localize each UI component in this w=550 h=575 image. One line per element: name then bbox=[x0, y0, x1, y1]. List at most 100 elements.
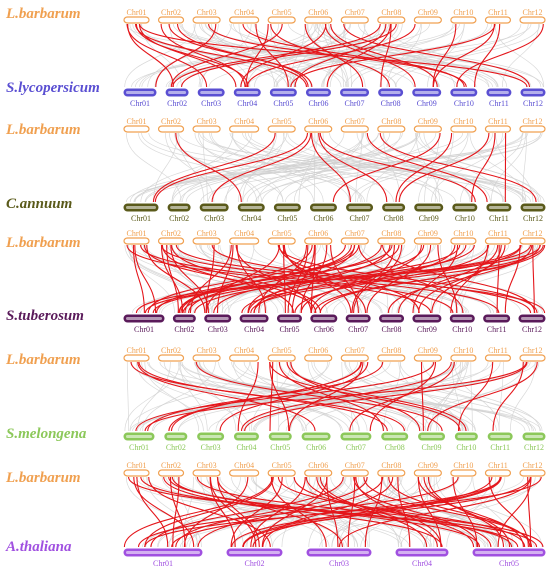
chromosome-bar bbox=[229, 237, 260, 245]
chromosome-label: Chr12 bbox=[523, 229, 543, 238]
chromosome-bar bbox=[377, 469, 406, 477]
background-link bbox=[344, 23, 352, 88]
chromosome-label: Chr02 bbox=[161, 461, 181, 470]
chromosome-bar bbox=[123, 16, 150, 24]
chromosome-label: Chr09 bbox=[417, 325, 437, 334]
chromosome-label: Chr03 bbox=[201, 99, 221, 108]
syntenic-link bbox=[242, 476, 531, 548]
syntenic-link bbox=[366, 132, 488, 203]
syntenic-link bbox=[245, 23, 269, 88]
chromosome-label: Chr07 bbox=[350, 214, 370, 223]
syntenic-link bbox=[163, 476, 443, 548]
chromosome-label: Chr03 bbox=[197, 461, 217, 470]
syntenic-link bbox=[379, 132, 537, 203]
syntenic-link bbox=[152, 132, 276, 203]
chromosome-bar bbox=[450, 16, 477, 24]
syntenic-link bbox=[240, 23, 327, 88]
background-link bbox=[276, 132, 401, 203]
syntenic-link bbox=[183, 476, 249, 548]
species-label: L.barbarum bbox=[5, 352, 81, 368]
syntenic-link bbox=[170, 244, 210, 314]
chromosome-bar-highlight bbox=[414, 91, 439, 94]
syntenic-link bbox=[126, 23, 208, 88]
chromosome-bar bbox=[450, 354, 477, 362]
chromosome-bar-highlight bbox=[490, 435, 511, 438]
background-link bbox=[288, 23, 544, 88]
chromosome-bar-highlight bbox=[309, 551, 369, 554]
chromosome-label: Chr12 bbox=[523, 214, 543, 223]
chromosome-bar bbox=[267, 354, 296, 362]
chromosome-bar bbox=[519, 237, 546, 245]
chromosome-label: Chr04 bbox=[412, 559, 432, 568]
syntenic-link bbox=[230, 476, 283, 548]
background-link bbox=[125, 476, 199, 548]
chromosome-bar bbox=[450, 125, 477, 133]
chromosome-label: Chr05 bbox=[273, 99, 293, 108]
chromosome-label: Chr05 bbox=[272, 346, 292, 355]
background-link bbox=[469, 132, 527, 203]
background-link bbox=[255, 361, 489, 432]
background-link bbox=[430, 361, 526, 432]
syntenic-link bbox=[244, 361, 528, 432]
syntenic-link bbox=[135, 361, 435, 432]
background-link bbox=[163, 361, 305, 432]
chromosome-label: Chr11 bbox=[488, 346, 508, 355]
chromosome-label: Chr09 bbox=[418, 229, 438, 238]
chromosome-label: Chr12 bbox=[523, 8, 543, 17]
background-link bbox=[293, 132, 364, 203]
syntenic-link bbox=[147, 244, 346, 314]
background-link bbox=[171, 132, 234, 203]
chromosome-label: Chr08 bbox=[381, 8, 401, 17]
chromosome-label: Chr12 bbox=[523, 461, 543, 470]
syntenic-link bbox=[169, 476, 186, 548]
chromosome-bar bbox=[192, 16, 221, 24]
syntenic-link bbox=[172, 476, 180, 548]
chromosome-label: Chr01 bbox=[131, 214, 151, 223]
chromosome-bar bbox=[229, 354, 260, 362]
background-link bbox=[245, 132, 394, 203]
syntenic-link bbox=[127, 476, 538, 548]
chromosome-label: Chr10 bbox=[453, 117, 473, 126]
syntenic-link bbox=[382, 244, 536, 314]
background-link bbox=[472, 476, 514, 548]
syntenic-link bbox=[137, 476, 459, 548]
background-link bbox=[137, 361, 171, 432]
syntenic-link bbox=[288, 361, 364, 432]
syntenic-link bbox=[269, 361, 461, 432]
chromosome-label: Chr04 bbox=[234, 117, 254, 126]
chromosome-label: Chr04 bbox=[241, 214, 261, 223]
chromosome-label: Chr10 bbox=[453, 8, 473, 17]
chromosome-label: Chr07 bbox=[345, 8, 365, 17]
chromosome-bar-highlight bbox=[381, 317, 402, 320]
chromosome-bar bbox=[192, 125, 221, 133]
background-link bbox=[424, 132, 440, 203]
syntenic-link bbox=[150, 476, 344, 548]
background-link bbox=[224, 132, 345, 203]
chromosome-label: Chr08 bbox=[382, 325, 402, 334]
chromosome-label: Chr01 bbox=[127, 346, 147, 355]
chromosome-bar-highlight bbox=[488, 206, 509, 209]
chromosome-label: Chr05 bbox=[272, 461, 292, 470]
chromosome-label: Chr11 bbox=[488, 8, 508, 17]
chromosome-bar-highlight bbox=[236, 91, 259, 94]
chromosome-label: Chr12 bbox=[523, 346, 543, 355]
syntenic-link bbox=[532, 244, 535, 314]
chromosome-label: Chr06 bbox=[313, 214, 333, 223]
chromosome-bar-highlight bbox=[202, 206, 227, 209]
background-link bbox=[451, 476, 543, 548]
chromosome-bar bbox=[229, 125, 260, 133]
syntenic-link bbox=[197, 476, 384, 548]
chromosome-label: Chr02 bbox=[161, 346, 181, 355]
chromosome-bar-highlight bbox=[236, 435, 257, 438]
background-link bbox=[176, 23, 430, 88]
background-link bbox=[180, 23, 459, 88]
chromosome-label: Chr07 bbox=[348, 325, 368, 334]
chromosome-bar-highlight bbox=[312, 206, 335, 209]
chromosome-bar-highlight bbox=[168, 91, 187, 94]
background-link bbox=[199, 244, 383, 314]
chromosome-label: Chr07 bbox=[345, 346, 365, 355]
chromosome-bar-highlight bbox=[200, 91, 223, 94]
background-link bbox=[186, 476, 347, 548]
syntenic-link bbox=[161, 244, 295, 314]
